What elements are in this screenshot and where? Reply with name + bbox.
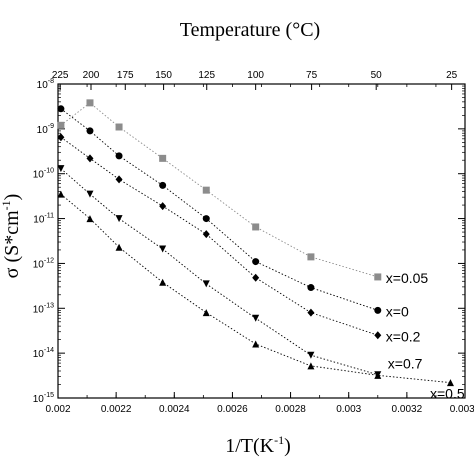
marker-triangle-down [86, 190, 94, 198]
marker-diamond [252, 273, 260, 282]
marker-circle [202, 215, 210, 223]
x-axis-title-superscript: -1 [274, 433, 284, 447]
marker-square [159, 154, 167, 162]
marker-square [307, 253, 315, 261]
y-axis-title-superscript: -1 [0, 200, 13, 210]
x-tick-label: 0.0024 [159, 404, 190, 415]
series-line [60, 168, 378, 376]
marker-triangle-up [57, 190, 65, 198]
top-tick-label: 100 [247, 70, 264, 81]
top-tick-label: 75 [306, 70, 318, 81]
series: x=0 [57, 105, 409, 319]
marker-triangle-down [307, 351, 315, 359]
marker-triangle-down [115, 215, 123, 223]
series: x=0.2 [57, 133, 421, 344]
marker-diamond [159, 202, 167, 211]
x-tick-label: 0.002 [45, 404, 70, 415]
y-tick-label: 10-15 [33, 392, 54, 405]
marker-triangle-up [202, 309, 210, 317]
marker-triangle-up [446, 379, 454, 387]
marker-circle [57, 105, 65, 113]
marker-square [374, 273, 382, 281]
y-tick-label: 10-10 [33, 168, 54, 181]
marker-triangle-up [307, 362, 315, 370]
x-axis-title: 1/T(K-1) [225, 433, 291, 457]
series: x=0.7 [57, 165, 423, 379]
series-line [60, 108, 378, 311]
y-tick-group: 10-8 10-9 10-10 10-11 10-12 10-13 10-14 10-15 [33, 78, 465, 405]
x-tick-label: 0.0028 [275, 404, 306, 415]
marker-triangle-up [252, 340, 260, 348]
marker-square [252, 223, 260, 231]
top-tick-label: 50 [371, 70, 383, 81]
marker-triangle-up [86, 215, 94, 223]
marker-diamond [202, 230, 210, 239]
top-tick-label: 225 [52, 70, 69, 81]
series-line [60, 136, 378, 336]
x-tick-group: 0.002 0.0022 0.0024 0.0026 0.0028 0.003 0.0032… [45, 84, 474, 415]
series: x=0.5 [57, 190, 465, 402]
marker-triangle-up [159, 278, 167, 286]
marker-square [115, 123, 123, 131]
series-group: x=0.05 x=0 x=0.2 x=0.7 x=0.5 [57, 99, 465, 402]
marker-circle [159, 181, 167, 189]
series-label: x=0.2 [386, 328, 421, 344]
marker-triangle-up [374, 371, 382, 379]
marker-square [57, 121, 65, 129]
y-tick-label: 10-13 [33, 302, 54, 315]
marker-triangle-down [252, 314, 260, 322]
marker-circle [374, 306, 382, 314]
y-tick-label: 10-8 [37, 78, 54, 91]
marker-diamond [86, 154, 94, 163]
marker-square [86, 99, 94, 107]
marker-diamond [374, 331, 382, 340]
marker-circle [115, 152, 123, 160]
marker-triangle-down [159, 245, 167, 253]
x-tick-label: 0.003 [336, 404, 361, 415]
y-tick-label: 10-9 [37, 123, 54, 136]
series: x=0.05 [57, 99, 428, 286]
marker-circle [252, 258, 260, 266]
x-tick-label: 0.0032 [392, 404, 423, 415]
marker-triangle-up [115, 243, 123, 251]
y-axis-title-close: ) [1, 194, 23, 201]
series-label: x=0 [386, 303, 409, 319]
series-line [60, 193, 451, 384]
marker-triangle-down [202, 280, 210, 288]
y-tick-label: 10-12 [33, 257, 54, 270]
y-axis-title: σ (S*cm-1) [0, 194, 23, 279]
x-axis-title-text: 1/T(K [225, 435, 274, 457]
x-tick-label: 0.0022 [101, 404, 132, 415]
series-label: x=0.5 [430, 386, 465, 402]
top-tick-label: 175 [117, 70, 134, 81]
top-tick-label: 25 [446, 70, 458, 81]
marker-circle [307, 284, 315, 292]
x-tick-label: 0.0034 [450, 404, 474, 415]
y-tick-label: 10-11 [33, 213, 54, 226]
series-line [60, 102, 378, 278]
x-axis-title-close: ) [284, 435, 291, 457]
marker-diamond [115, 175, 123, 184]
top-axis-title: Temperature (°C) [180, 19, 320, 41]
marker-square [202, 186, 210, 194]
y-axis-title-text: σ (S*cm [1, 210, 23, 278]
marker-diamond [307, 308, 315, 317]
top-tick-label: 200 [83, 70, 100, 81]
marker-circle [86, 127, 94, 135]
top-tick-group: 225 200 175 150 125 100 75 50 25 [52, 70, 458, 90]
top-tick-label: 125 [198, 70, 215, 81]
top-tick-label: 150 [155, 70, 172, 81]
plot-frame [57, 83, 466, 399]
series-label: x=0.05 [386, 270, 429, 286]
series-label: x=0.7 [388, 356, 423, 372]
marker-triangle-down [57, 165, 65, 173]
x-tick-label: 0.0026 [217, 404, 248, 415]
y-tick-label: 10-14 [33, 347, 54, 360]
marker-diamond [57, 133, 65, 142]
